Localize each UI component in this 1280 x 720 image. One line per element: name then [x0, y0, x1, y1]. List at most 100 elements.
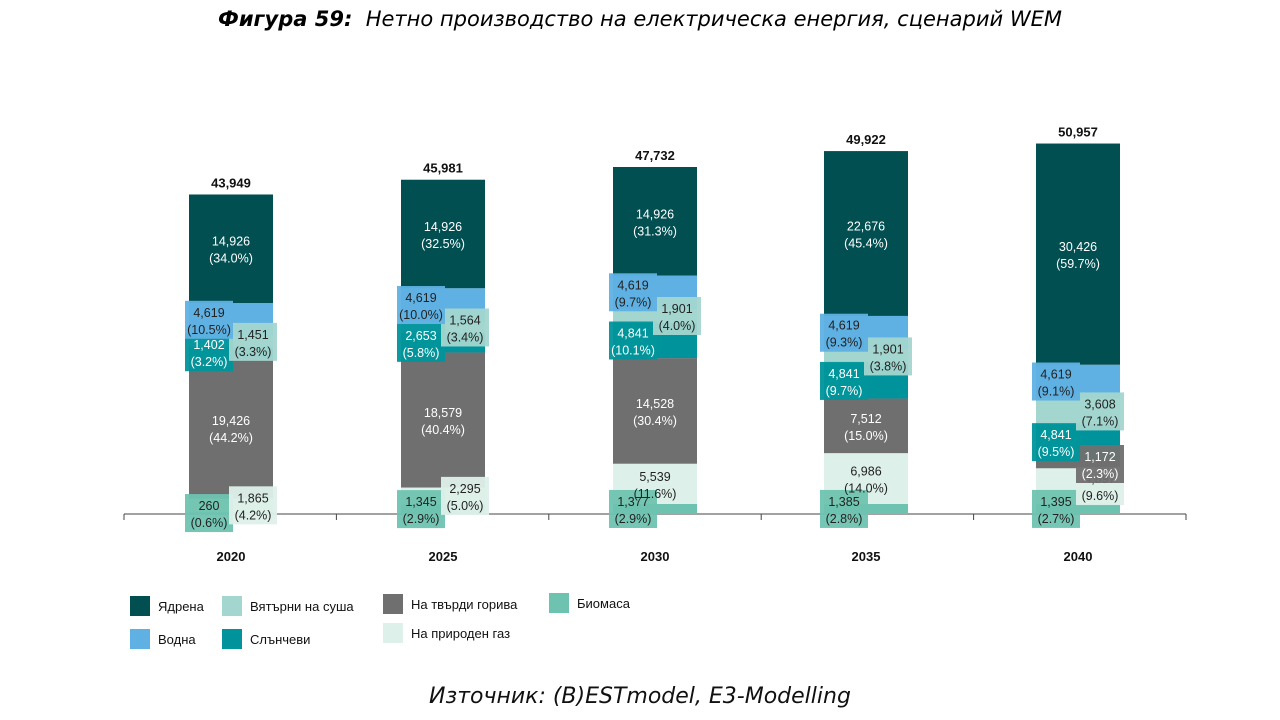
- segment-label-box: [864, 337, 912, 376]
- legend-swatch-nuclear: [130, 596, 150, 616]
- segment-label: 3,608 (7.1%): [1076, 392, 1124, 431]
- bar-segment: [824, 398, 908, 454]
- segment-label: 1,901 (4.0%): [653, 296, 701, 335]
- segment-label: 14,528 (30.4%): [633, 397, 677, 428]
- segment-value-label: 14,926: [212, 235, 250, 249]
- segment-value-label: 260: [199, 499, 220, 513]
- segment-share-label: (5.0%): [447, 499, 484, 513]
- segment-share-label: (14.0%): [844, 482, 888, 496]
- segment-label: 22,676 (45.4%): [844, 220, 888, 251]
- segment-value-label: 1,451: [237, 328, 268, 342]
- bar-segment: [189, 357, 273, 499]
- segment-share-label: (4.0%): [659, 319, 696, 333]
- segment-label: 4,619 (9.3%): [820, 313, 868, 352]
- segment-label: 5,539 (11.6%): [634, 470, 677, 501]
- segment-share-label: (32.5%): [421, 237, 465, 251]
- segment-share-label: (9.7%): [826, 384, 863, 398]
- segment-label: 18,579 (40.4%): [421, 406, 465, 437]
- segment-label-box: [1032, 423, 1080, 462]
- segment-label: 1,385 (2.8%): [820, 489, 868, 528]
- x-tick-label: 2025: [429, 549, 458, 564]
- segment-share-label: (3.8%): [870, 359, 907, 373]
- segment-share-label: (31.3%): [633, 224, 677, 238]
- segment-label: 4,619 (10.5%): [185, 300, 233, 339]
- segment-label: 4,619 (9.1%): [1032, 362, 1080, 401]
- segment-share-label: (44.2%): [209, 431, 253, 445]
- segment-label-box: [397, 490, 445, 529]
- segment-label-box: [609, 273, 657, 312]
- segment-share-label: (3.4%): [447, 330, 484, 344]
- segment-label-box: [609, 489, 657, 528]
- segment-value-label: 1,564: [449, 313, 480, 327]
- segment-label-box: [185, 333, 233, 372]
- legend-item-onshore-wind: Вятърни на суша: [222, 596, 354, 616]
- segment-value-label: 4,619: [193, 306, 224, 320]
- segment-label: 19,426 (44.2%): [209, 414, 253, 445]
- segment-share-label: (2.7%): [1038, 512, 1075, 526]
- segment-value-label: 1,402: [193, 338, 224, 352]
- segment-label: 1,901 (3.8%): [864, 337, 912, 376]
- bar-segment: [613, 358, 697, 464]
- segment-share-label: (9.5%): [1038, 445, 1075, 459]
- segment-label: 4,841 (9.7%): [820, 361, 868, 400]
- legend-swatch-solid-fuels: [383, 594, 403, 614]
- legend-label-hydro: Водна: [158, 631, 196, 647]
- legend-swatch-biomass: [549, 593, 569, 613]
- legend-item-natural-gas: На природен газ: [383, 623, 510, 643]
- segment-share-label: (2.8%): [826, 512, 863, 526]
- segment-share-label: (9.1%): [1038, 385, 1075, 399]
- segment-share-label: (2.9%): [615, 512, 652, 526]
- segment-value-label: 4,841: [1040, 428, 1071, 442]
- segment-label: 14,926 (32.5%): [421, 220, 465, 251]
- segment-value-label: 6,986: [850, 465, 881, 479]
- segment-share-label: (59.7%): [1056, 257, 1100, 271]
- bar-total-label: 49,922: [846, 132, 886, 147]
- segment-label-box: [653, 296, 701, 335]
- segment-label: 4,619 (9.7%): [609, 273, 657, 312]
- segment-label: 30,426 (59.7%): [1056, 240, 1100, 271]
- segment-label: 2,295 (5.0%): [441, 476, 489, 515]
- segment-share-label: (10.5%): [187, 323, 231, 337]
- segment-value-label: 4,619: [828, 319, 859, 333]
- segment-label: 1,451 (3.3%): [229, 322, 277, 361]
- chart-title: Фигура 59: Нетно производство на електри…: [0, 7, 1280, 31]
- segment-value-label: 2,295: [449, 482, 480, 496]
- segment-share-label: (45.4%): [844, 237, 888, 251]
- segment-label-box: [441, 476, 489, 515]
- segment-value-label: 1,172: [1084, 450, 1115, 464]
- segment-value-label: 1,901: [661, 302, 692, 316]
- legend-label-solar: Слънчеви: [250, 631, 311, 647]
- legend-swatch-onshore-wind: [222, 596, 242, 616]
- segment-label: 1,377 (2.9%): [609, 489, 657, 528]
- segment-label: 14,926 (34.0%): [209, 235, 253, 266]
- segment-label: 1,172 (2.3%): [1076, 444, 1124, 483]
- legend-label-onshore-wind: Вятърни на суша: [250, 598, 354, 614]
- segment-share-label: (40.4%): [421, 423, 465, 437]
- segment-value-label: 1,865: [237, 491, 268, 505]
- segment-value-label: 4,841: [828, 367, 859, 381]
- segment-label-box: [1032, 362, 1080, 401]
- segment-label-box: [397, 286, 445, 325]
- segment-share-label: (34.0%): [209, 252, 253, 266]
- segment-label: 260 (0.6%): [185, 494, 233, 533]
- segment-share-label: (10.1%): [611, 344, 655, 358]
- segment-value-label: 2,653: [405, 329, 436, 343]
- figure-caption: Нетно производство на електрическа енерг…: [365, 7, 1062, 31]
- segment-value-label: 1,345: [405, 495, 436, 509]
- segment-label: 1,564 (3.4%): [441, 308, 489, 347]
- segment-share-label: (30.4%): [633, 414, 677, 428]
- segment-label: 1,402 (3.2%): [185, 333, 233, 372]
- segment-value-label: 22,676: [847, 220, 885, 234]
- segment-share-label: (7.1%): [1082, 414, 1119, 428]
- segment-label: 2,653 (5.8%): [397, 323, 445, 362]
- segment-value-label: 1,395: [1040, 495, 1071, 509]
- segment-value-label: 14,926: [636, 207, 674, 221]
- figure-number: Фигура 59:: [218, 7, 353, 31]
- segment-label-box: [229, 486, 277, 525]
- segment-label-box: [820, 489, 868, 528]
- stacked-bar-chart: 260 (0.6%) 1,865 (4.2%) 19,426 (44.2%) 1,402 (3…: [123, 125, 1187, 564]
- source-note: Източник: (B)ESTmodel, E3-Modelling: [429, 684, 851, 709]
- segment-share-label: (5.8%): [403, 346, 440, 360]
- segment-share-label: (9.7%): [615, 295, 652, 309]
- bar-segment: [401, 352, 485, 488]
